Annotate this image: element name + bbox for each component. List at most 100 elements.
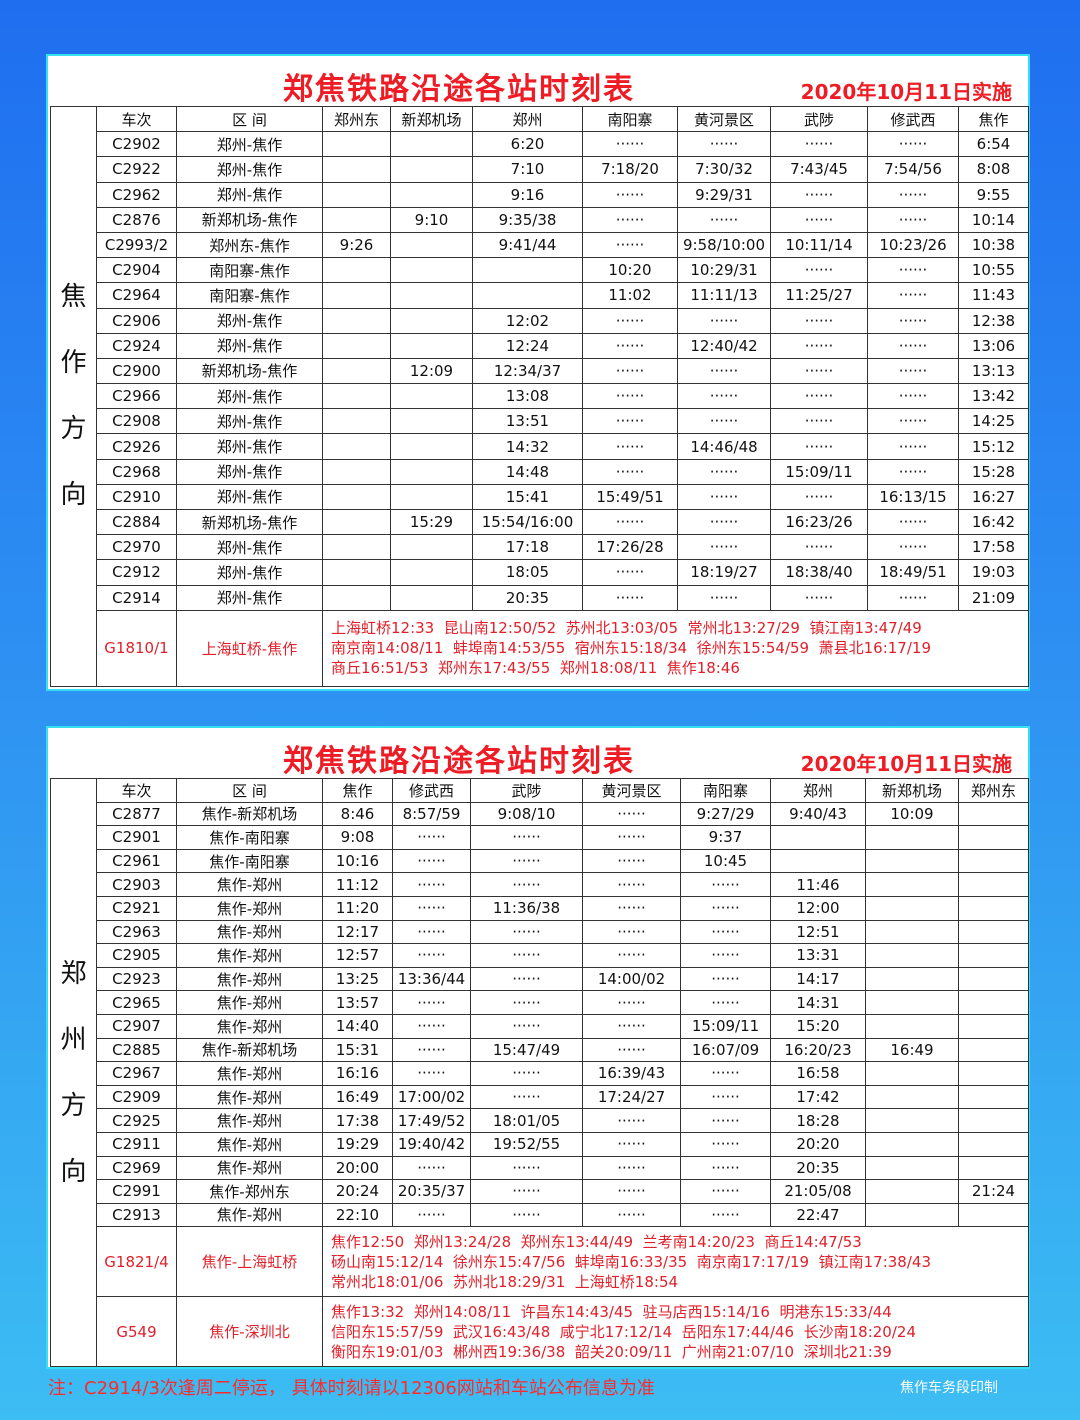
column-header: 车次 (96, 105, 177, 133)
stop-time: 15:09/11 (770, 458, 868, 485)
column-header: 新郑机场 (865, 778, 959, 803)
stop-time: ······ (470, 1179, 583, 1204)
route: 郑州-焦作 (176, 408, 323, 435)
stop-time: 10:09 (865, 801, 959, 827)
column-header: 武陟 (770, 105, 868, 133)
stop-time: 18:05 (472, 559, 583, 586)
stop-time: 19:40/42 (392, 1131, 471, 1157)
stop-time: 22:47 (770, 1202, 866, 1228)
route: 焦作-郑州 (176, 966, 323, 992)
route: 郑州-焦作 (176, 433, 323, 460)
stop-time: 9:26 (322, 231, 391, 259)
route: 焦作-新郑机场 (176, 1037, 323, 1063)
stop-time: ······ (680, 919, 771, 945)
stop-time: 16:16 (322, 1061, 393, 1086)
stop-time: ······ (582, 433, 678, 460)
stop-time (322, 408, 391, 435)
stop-time: ······ (770, 131, 868, 158)
stop-time: 10:29/31 (677, 257, 771, 284)
stop-time (390, 131, 473, 158)
route: 南阳寨-焦作 (176, 282, 323, 309)
stop-time (865, 943, 959, 968)
train-number: C2902 (96, 131, 177, 158)
stop-time: ······ (680, 1108, 771, 1133)
stop-time (390, 383, 473, 410)
stop-line: 商丘16:51/53 郑州东17:43/55 郑州18:08/11 焦作18:4… (331, 659, 740, 678)
stop-time (958, 825, 1029, 850)
train-number: C2903 (96, 872, 177, 897)
stop-time: 19:52/55 (470, 1131, 583, 1157)
stop-time: 15:12 (958, 433, 1029, 460)
stop-time: 16:23/26 (770, 508, 868, 536)
table-row: C2965 焦作-郑州 13:57 ······ ······ ······ ······ 1… (51, 990, 1029, 1015)
stop-time: 17:38 (322, 1108, 393, 1133)
stop-time (958, 801, 1029, 827)
stop-time: 15:49/51 (582, 483, 678, 511)
stop-time: ······ (770, 332, 868, 359)
stop-time: 6:20 (472, 131, 583, 158)
train-number: C2900 (96, 357, 177, 385)
stop-time: ······ (470, 848, 583, 874)
train-number: C2877 (96, 801, 177, 827)
stop-line: 衡阳东19:01/03 郴州西19:36/38 韶关20:09/11 广州南21… (331, 1342, 892, 1361)
stop-time: 9:27/29 (680, 801, 771, 827)
stop-time (390, 156, 473, 183)
stop-time (958, 895, 1029, 921)
stop-time: 10:16 (322, 848, 393, 874)
stop-time: ······ (867, 383, 959, 410)
stop-time: 12:40/42 (677, 332, 771, 359)
stop-time (958, 1013, 1029, 1039)
route: 焦作-南阳寨 (176, 848, 323, 874)
stop-time: 17:58 (958, 534, 1029, 561)
stop-time: ······ (867, 408, 959, 435)
direction-char: 向 (60, 1156, 87, 1187)
train-number: C2910 (96, 483, 177, 511)
header-row: 焦作方向车次区 间郑州东 新郑机场 郑州 南阳寨 黄河景区 武陟 修武西 焦作 (50, 105, 1029, 687)
column-header: 郑州东 (322, 105, 391, 133)
route: 焦作-郑州 (176, 1202, 323, 1228)
stop-time: ······ (582, 801, 681, 827)
stop-time (390, 332, 473, 359)
train-number: C2908 (96, 408, 177, 435)
stop-time: 10:23/26 (867, 231, 959, 259)
column-header: 焦作 (322, 778, 393, 803)
stop-time: ······ (680, 1179, 771, 1204)
stop-time: 17:26/28 (582, 534, 678, 561)
route: 焦作-郑州 (176, 1061, 323, 1086)
stop-time: 18:19/27 (677, 559, 771, 586)
train-number: C2963 (96, 919, 177, 945)
stop-time: ······ (582, 872, 681, 897)
timetable-title: 郑焦铁路沿途各站时刻表 (283, 744, 635, 779)
stop-time: 11:43 (958, 282, 1029, 309)
table-row: C2905 焦作-郑州 12:57 ······ ······ ······ ······ 1… (51, 943, 1029, 968)
route: 焦作-南阳寨 (176, 825, 323, 850)
column-header: 武陟 (470, 778, 583, 803)
stop-time: ······ (470, 1013, 583, 1039)
stop-line: 焦作13:32 郑州14:08/11 许昌东14:43/45 驻马店西15:14… (331, 1302, 892, 1321)
route: 郑州-焦作 (176, 131, 323, 158)
column-header: 郑州东 (958, 778, 1029, 803)
express-row: G1821/4 焦作-上海虹桥 焦作12:50 郑州13:24/28 郑州东13:4… (51, 1226, 1029, 1298)
stop-time: ······ (582, 131, 678, 158)
stop-time (322, 131, 391, 158)
route: 郑州-焦作 (176, 483, 323, 511)
stop-time: ······ (582, 383, 678, 410)
stop-time: 16:39/43 (582, 1061, 681, 1086)
effective-date: 2020年10月11日实施 (800, 752, 1012, 776)
direction-label: 焦作方向 (50, 106, 97, 687)
stop-time: ······ (582, 1013, 681, 1039)
stop-time (958, 1155, 1029, 1181)
stop-time: ······ (677, 584, 771, 611)
train-number: C2924 (96, 332, 177, 359)
column-header: 车次 (96, 778, 177, 803)
route: 焦作-郑州 (176, 1084, 323, 1110)
stop-time (865, 825, 959, 850)
stop-time (865, 990, 959, 1015)
train-number: C2914 (96, 584, 177, 611)
stop-time: ······ (470, 1155, 583, 1181)
stop-time: ······ (770, 584, 868, 611)
stop-time: 8:46 (322, 801, 393, 827)
stop-time: ······ (582, 307, 678, 334)
table-row: C2962 郑州-焦作 9:16 ······ 9:29/31 ······ ······ 9… (51, 181, 1029, 208)
train-number: C2962 (96, 181, 177, 208)
